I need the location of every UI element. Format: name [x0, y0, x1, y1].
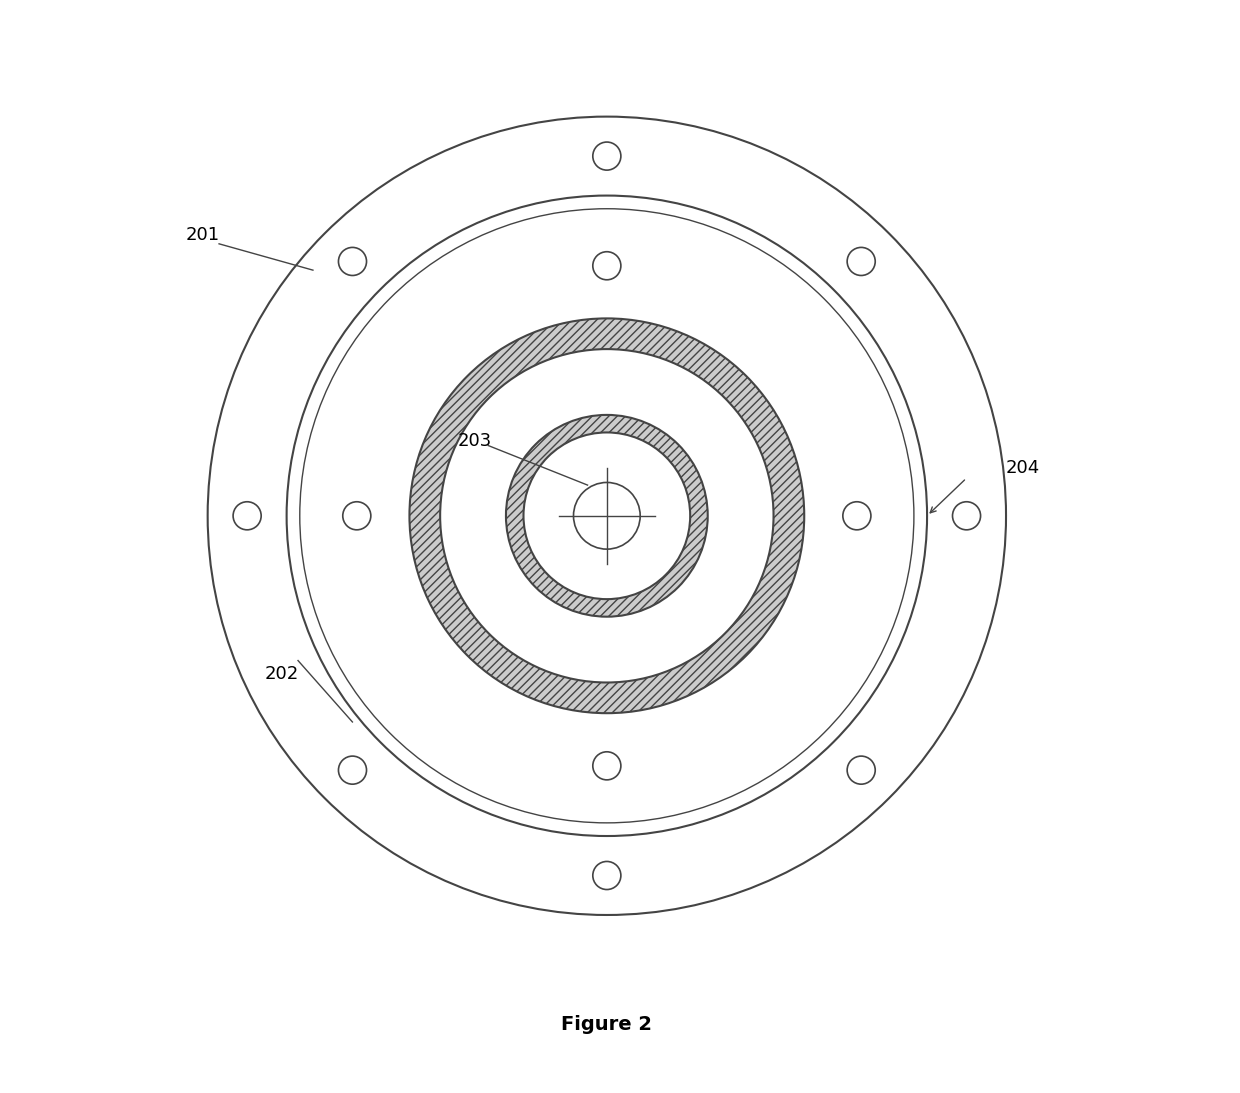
Circle shape: [593, 142, 621, 171]
Circle shape: [847, 247, 875, 275]
Text: 201: 201: [186, 226, 219, 244]
Text: 202: 202: [264, 665, 299, 683]
Circle shape: [506, 415, 708, 616]
Circle shape: [233, 502, 262, 530]
Text: 204: 204: [1006, 459, 1040, 477]
Circle shape: [593, 752, 621, 780]
Circle shape: [207, 117, 1006, 915]
Text: 203: 203: [458, 432, 492, 450]
Circle shape: [593, 861, 621, 890]
Circle shape: [300, 209, 914, 823]
Circle shape: [339, 756, 367, 784]
Circle shape: [847, 756, 875, 784]
Circle shape: [409, 318, 805, 714]
Circle shape: [440, 349, 774, 682]
Circle shape: [574, 482, 640, 549]
Circle shape: [843, 502, 870, 530]
Circle shape: [593, 251, 621, 280]
Circle shape: [339, 247, 367, 275]
Circle shape: [952, 502, 981, 530]
Circle shape: [286, 196, 928, 836]
Text: Figure 2: Figure 2: [562, 1015, 652, 1034]
Circle shape: [523, 433, 691, 599]
Circle shape: [342, 502, 371, 530]
